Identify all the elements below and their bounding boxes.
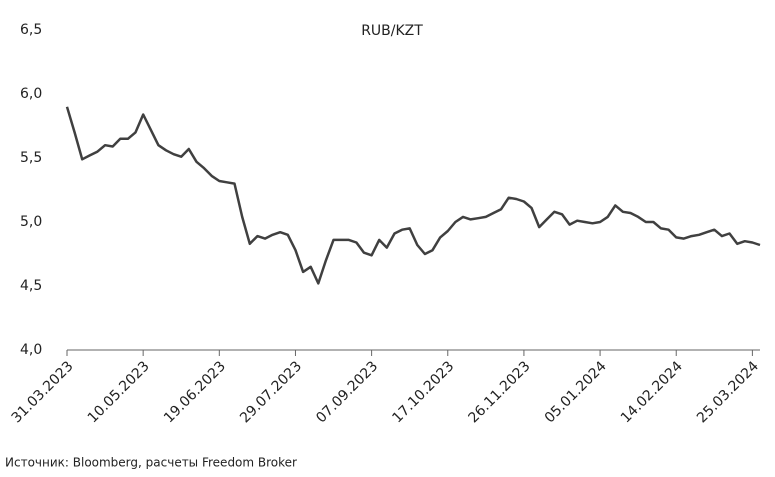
x-tick-label: 29.07.2023 bbox=[237, 358, 305, 426]
x-tick-label: 07.09.2023 bbox=[313, 358, 381, 426]
x-tick-label: 26.11.2023 bbox=[466, 358, 534, 426]
x-tick-label: 25.03.2024 bbox=[694, 358, 762, 426]
y-tick-label: 4,0 bbox=[20, 342, 42, 358]
y-tick-label: 6,0 bbox=[20, 86, 42, 102]
x-tick-label: 31.03.2023 bbox=[9, 358, 77, 426]
source-note: Источник: Bloomberg, расчеты Freedom Bro… bbox=[5, 456, 297, 470]
y-tick-label: 4,5 bbox=[20, 278, 42, 294]
x-tick-label: 14.02.2024 bbox=[618, 358, 686, 426]
y-tick-label: 5,5 bbox=[20, 150, 42, 166]
series-line bbox=[65, 106, 761, 285]
x-tick-label: 05.01.2024 bbox=[542, 358, 610, 426]
x-tick-label: 19.06.2023 bbox=[161, 358, 229, 426]
y-tick-label: 6,5 bbox=[20, 22, 42, 38]
x-tick-label: 17.10.2023 bbox=[389, 358, 457, 426]
y-tick-label: 5,0 bbox=[20, 214, 42, 230]
chart-title: RUB/KZT bbox=[361, 23, 423, 39]
x-tick-label: 10.05.2023 bbox=[85, 358, 153, 426]
